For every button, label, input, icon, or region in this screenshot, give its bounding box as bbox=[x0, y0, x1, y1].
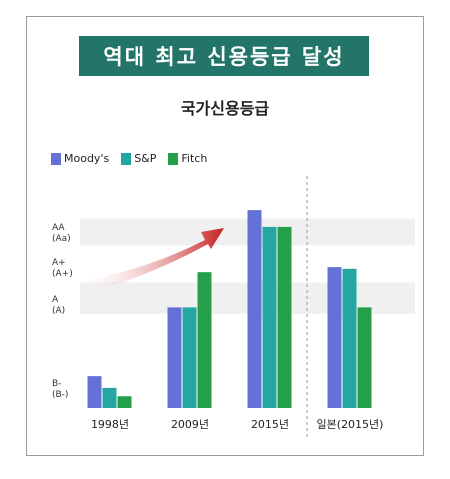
legend-swatch-moodys bbox=[51, 152, 61, 165]
x-tick-label-2: 2015년 bbox=[251, 418, 289, 431]
banner-title: 역대 최고 신용등급 달성 bbox=[79, 36, 369, 76]
bar-2-2 bbox=[277, 226, 292, 408]
bar-2-1 bbox=[262, 226, 277, 408]
x-tick-label-3: 일본(2015년) bbox=[317, 417, 384, 431]
bar-3-2 bbox=[357, 307, 372, 408]
bar-1-1 bbox=[182, 307, 197, 408]
y-tick-sub-3: (B-) bbox=[52, 390, 68, 400]
bar-1-2 bbox=[197, 272, 212, 408]
legend-label-sp: S&P bbox=[134, 152, 157, 165]
bar-3-1 bbox=[342, 268, 357, 408]
bar-1-0 bbox=[167, 307, 182, 408]
x-tick-label-0: 1998년 bbox=[91, 418, 129, 431]
y-tick-sub-0: (Aa) bbox=[52, 234, 71, 244]
bar-0-1 bbox=[102, 387, 117, 408]
x-tick-label-1: 2009년 bbox=[171, 418, 209, 431]
legend-swatch-sp bbox=[121, 152, 132, 165]
bar-0-0 bbox=[87, 376, 102, 408]
y-tick-label-1: A+ bbox=[52, 258, 66, 268]
y-tick-label-3: B- bbox=[52, 379, 61, 389]
legend-item-moodys: Moody's bbox=[51, 152, 109, 165]
y-tick-label-2: A bbox=[52, 295, 59, 305]
bar-3-0 bbox=[327, 267, 342, 408]
legend-item-sp: S&P bbox=[121, 152, 156, 165]
bar-0-2 bbox=[117, 396, 132, 408]
chart-title: 국가신용등급 bbox=[180, 99, 270, 118]
legend: Moody's S&P Fitch bbox=[51, 152, 207, 165]
legend-swatch-fitch bbox=[168, 152, 179, 165]
legend-label-fitch: Fitch bbox=[181, 152, 208, 165]
bar-2-0 bbox=[247, 210, 262, 408]
y-tick-sub-2: (A) bbox=[52, 306, 65, 316]
legend-label-moodys: Moody's bbox=[64, 152, 110, 165]
legend-item-fitch: Fitch bbox=[168, 152, 207, 165]
trend-arrow bbox=[85, 228, 224, 292]
y-tick-sub-1: (A+) bbox=[52, 269, 73, 279]
y-tick-label-0: AA bbox=[52, 223, 65, 233]
